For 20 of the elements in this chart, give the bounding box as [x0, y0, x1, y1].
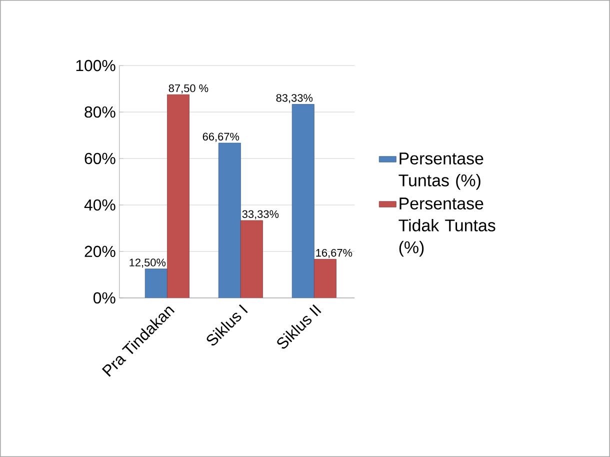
- data-label: 12,50%: [130, 258, 166, 268]
- data-label: 66,67%: [202, 132, 240, 142]
- y-tick-label: 60%: [84, 152, 116, 164]
- legend-label: Persentase Tuntas (%): [398, 152, 484, 190]
- data-label: 33,33%: [242, 210, 279, 220]
- bar: [144, 268, 168, 298]
- legend-label: Persentase Tidak Tuntas (%): [398, 198, 496, 257]
- bar: [314, 258, 336, 298]
- data-label: 16,67%: [316, 248, 352, 258]
- bar: [292, 104, 314, 298]
- bar: [218, 142, 241, 298]
- data-label: 83,33%: [276, 94, 313, 104]
- bar: [240, 220, 263, 298]
- y-tick-label: 80%: [84, 106, 116, 118]
- y-tick-label: 40%: [84, 199, 116, 211]
- data-label: 87,50 %: [168, 84, 208, 94]
- bar: [166, 94, 190, 298]
- y-tick-label: 20%: [84, 246, 116, 258]
- y-tick-label: 100%: [76, 60, 116, 72]
- y-tick-label: 0%: [93, 292, 116, 304]
